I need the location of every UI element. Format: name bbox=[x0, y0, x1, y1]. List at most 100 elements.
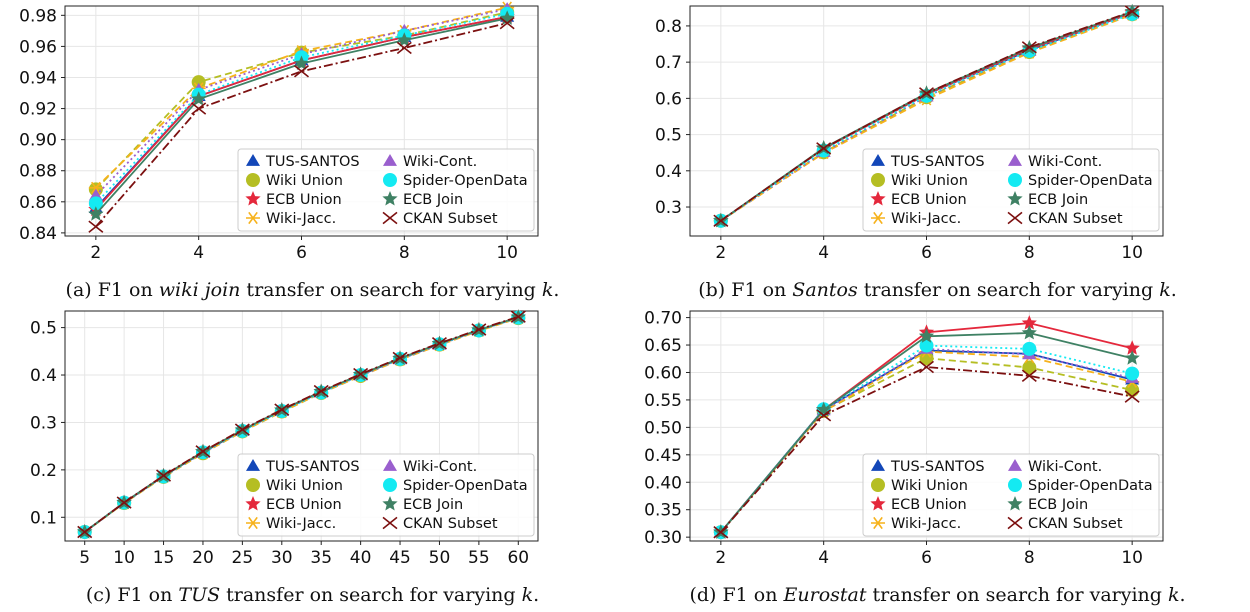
y-tick-label: 0.70 bbox=[644, 309, 682, 329]
y-tick-label: 0.8 bbox=[655, 17, 682, 37]
y-tick-label: 0.88 bbox=[19, 162, 57, 182]
data-point-wiki-union bbox=[1022, 360, 1037, 375]
data-point-ckan-subset bbox=[116, 496, 132, 509]
legend-marker-wiki-cont bbox=[1008, 154, 1022, 166]
data-point-spider-opendata bbox=[88, 196, 103, 211]
legend-item-ecb-join: ECB Join bbox=[1007, 496, 1088, 513]
legend-item-ckan-subset: CKAN Subset bbox=[1007, 211, 1123, 227]
legend-label-ckan-subset: CKAN Subset bbox=[1028, 211, 1123, 227]
data-point-wiki-jacc bbox=[88, 181, 103, 194]
legend-label-wiki-cont: Wiki-Cont. bbox=[1028, 459, 1102, 475]
series-ckan-subset bbox=[88, 16, 515, 233]
legend-label-ckan-subset: CKAN Subset bbox=[403, 211, 498, 227]
y-tick-label: 0.1 bbox=[30, 508, 57, 528]
data-point-ckan-subset bbox=[471, 323, 487, 336]
data-point-ecb-join bbox=[396, 32, 412, 47]
legend-item-ckan-subset: CKAN Subset bbox=[382, 516, 498, 532]
data-point-ckan-subset bbox=[816, 142, 832, 155]
legend-item-ecb-union: ECB Union bbox=[870, 191, 967, 208]
legend-label-ecb-union: ECB Union bbox=[266, 497, 342, 513]
data-point-ckan-subset bbox=[396, 41, 412, 55]
legend-marker-ecb-union bbox=[245, 191, 261, 206]
y-tick-label: 0.3 bbox=[655, 198, 682, 218]
x-tick-label: 4 bbox=[818, 548, 829, 568]
data-point-ckan-subset bbox=[713, 525, 729, 539]
data-point-ckan-subset bbox=[353, 367, 369, 381]
legend-item-tus-santos: TUS-SANTOS bbox=[246, 459, 360, 475]
legend-label-spider-opendata: Spider-OpenData bbox=[403, 173, 528, 189]
x-tick-label: 25 bbox=[232, 548, 254, 568]
legend-marker-wiki-union bbox=[871, 478, 885, 492]
legend-marker-spider-opendata bbox=[1008, 478, 1022, 492]
series-line-wiki-union bbox=[720, 357, 1133, 533]
legend-marker-wiki-jacc bbox=[246, 211, 260, 225]
y-tick-label: 0.40 bbox=[644, 473, 682, 493]
legend-label-ecb-union: ECB Union bbox=[266, 192, 342, 208]
legend-label-wiki-union: Wiki Union bbox=[266, 173, 343, 189]
x-tick-label: 6 bbox=[921, 548, 932, 568]
legend-label-ckan-subset: CKAN Subset bbox=[1028, 516, 1123, 532]
legend-marker-ecb-join bbox=[1007, 191, 1023, 206]
y-tick-label: 0.5 bbox=[30, 319, 57, 339]
y-tick-label: 0.3 bbox=[30, 413, 57, 433]
data-point-ckan-subset bbox=[234, 423, 250, 436]
legend-item-wiki-union: Wiki Union bbox=[871, 173, 968, 189]
x-tick-label: 55 bbox=[468, 548, 490, 568]
legend-item-ckan-subset: CKAN Subset bbox=[1007, 516, 1123, 532]
chart-panel-c: 0.1 0.2 0.3 0.4 0.5 5 10 15 20 25 30 35 40 45 50 55 60 TU… bbox=[30, 309, 539, 568]
legend: TUS-SANTOS Wiki Union ECB Union Wiki-Jacc. W… bbox=[862, 148, 1160, 232]
y-tick-label: 0.50 bbox=[644, 418, 682, 438]
legend-label-ckan-subset: CKAN Subset bbox=[403, 516, 498, 532]
data-point-ecb-join bbox=[293, 55, 310, 70]
y-tick-label: 0.30 bbox=[644, 528, 682, 548]
legend-label-tus-santos: TUS-SANTOS bbox=[265, 459, 360, 475]
legend-item-ecb-union: ECB Union bbox=[870, 496, 967, 513]
legend-item-wiki-union: Wiki Union bbox=[871, 478, 968, 494]
legend-label-ecb-join: ECB Join bbox=[403, 192, 463, 208]
x-tick-label: 10 bbox=[496, 243, 518, 263]
y-tick-label: 0.7 bbox=[655, 53, 682, 73]
legend-marker-ecb-join bbox=[382, 496, 398, 511]
x-tick-label: 45 bbox=[389, 548, 411, 568]
caption-b: (b) F1 on Santos transfer on search for … bbox=[698, 279, 1177, 301]
y-tick-label: 0.98 bbox=[19, 6, 57, 26]
legend-item-wiki-cont: Wiki-Cont. bbox=[1008, 459, 1102, 475]
series-ecb-join bbox=[88, 10, 515, 221]
legend-marker-ckan-subset bbox=[382, 516, 398, 530]
legend-marker-spider-opendata bbox=[383, 173, 397, 187]
legend-marker-tus-santos bbox=[246, 154, 260, 166]
series-line-ckan-subset bbox=[720, 366, 1133, 533]
data-point-ckan-subset bbox=[1124, 390, 1140, 403]
data-point-ckan-subset bbox=[499, 16, 515, 30]
data-point-ckan-subset bbox=[1021, 369, 1037, 382]
legend-marker-tus-santos bbox=[871, 459, 885, 471]
legend-item-tus-santos: TUS-SANTOS bbox=[871, 459, 985, 475]
y-tick-label: 0.60 bbox=[644, 363, 682, 383]
legend-label-wiki-cont: Wiki-Cont. bbox=[403, 154, 477, 170]
data-point-spider-opendata bbox=[919, 338, 934, 353]
data-point-ckan-subset bbox=[294, 65, 309, 78]
legend-marker-ecb-union bbox=[870, 496, 886, 511]
data-point-ecb-join bbox=[918, 328, 935, 343]
legend: TUS-SANTOS Wiki Union ECB Union Wiki-Jacc. W… bbox=[237, 453, 535, 537]
legend-marker-ecb-join bbox=[1007, 496, 1023, 511]
legend-label-spider-opendata: Spider-OpenData bbox=[1028, 173, 1153, 189]
data-point-ckan-subset bbox=[313, 384, 329, 398]
data-point-ecb-union bbox=[1021, 315, 1037, 330]
legend-label-ecb-join: ECB Join bbox=[1028, 192, 1088, 208]
legend-marker-spider-opendata bbox=[1008, 173, 1022, 187]
x-tick-label: 6 bbox=[921, 243, 932, 263]
y-tick-label: 0.4 bbox=[655, 162, 682, 182]
data-point-ckan-subset bbox=[1021, 41, 1037, 54]
x-tick-label: 8 bbox=[1024, 548, 1035, 568]
legend-item-tus-santos: TUS-SANTOS bbox=[871, 154, 985, 170]
y-tick-label: 0.5 bbox=[655, 126, 682, 146]
y-tick-label: 0.94 bbox=[19, 68, 57, 88]
data-point-ckan-subset bbox=[816, 409, 832, 422]
legend-marker-wiki-union bbox=[871, 173, 885, 187]
data-point-ckan-subset bbox=[88, 220, 104, 233]
legend-label-wiki-jacc: Wiki-Jacc. bbox=[891, 516, 961, 532]
x-tick-label: 30 bbox=[271, 548, 293, 568]
legend-label-tus-santos: TUS-SANTOS bbox=[890, 154, 985, 170]
x-tick-label: 2 bbox=[715, 548, 726, 568]
